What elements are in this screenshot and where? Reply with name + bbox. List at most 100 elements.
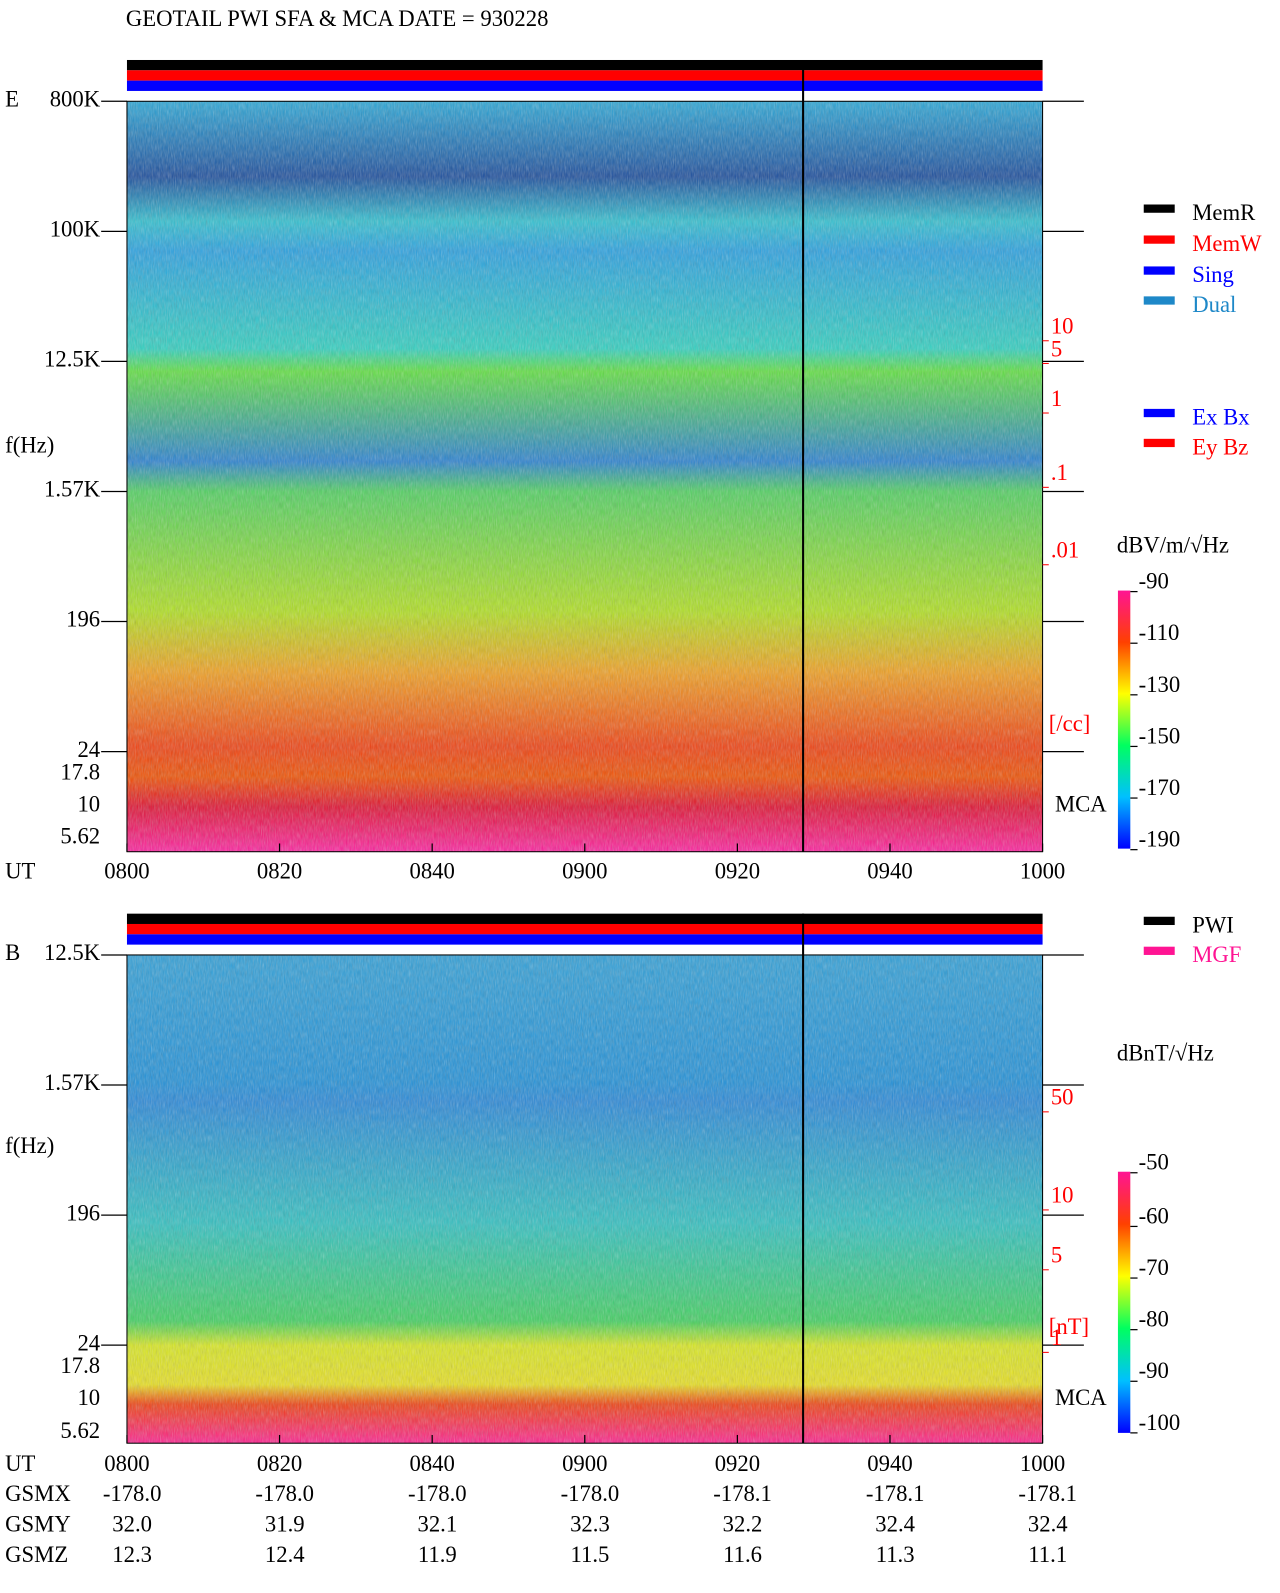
legend-label: Dual	[1192, 292, 1236, 317]
legend-label: PWI	[1192, 912, 1234, 937]
x-tick-label: 0940	[867, 1451, 912, 1476]
y-axis-label: f(Hz)	[5, 432, 54, 457]
colorbar-tick-label: -50	[1139, 1150, 1169, 1175]
colorbar-tick-label: -190	[1139, 827, 1181, 852]
colorbar-tick-label: -90	[1139, 569, 1169, 594]
density-unit: [/cc]	[1049, 711, 1091, 736]
title: GEOTAIL PWI SFA & MCA DATE = 930228	[126, 6, 549, 31]
x-tick-label: 0820	[257, 859, 302, 884]
panel-label: B	[5, 940, 20, 965]
orbit-value: 32.1	[417, 1512, 457, 1537]
orbit-value: 11.6	[723, 1542, 762, 1567]
status-bar	[126, 934, 1043, 945]
x-tick-label: 0940	[867, 859, 912, 884]
y-tick-label: 800K	[50, 86, 101, 111]
colorbar-unit: dBnT/√Hz	[1117, 1040, 1214, 1065]
orbit-value: 32.4	[1028, 1512, 1068, 1537]
legend-swatch	[1143, 204, 1175, 213]
status-bar	[126, 923, 1043, 935]
y-tick-label: 196	[66, 607, 100, 632]
colorbar-tick-label: -80	[1139, 1307, 1169, 1332]
y-tick-label: 17.8	[60, 760, 100, 785]
colorbar-tick-label: -70	[1139, 1255, 1169, 1280]
spectrogram-texture	[126, 954, 1043, 1444]
legend-label: MemR	[1192, 200, 1256, 225]
y-tick-label: 5.62	[60, 1418, 100, 1443]
y-tick-label: 1.57K	[44, 1070, 101, 1095]
x-axis-label: UT	[5, 859, 35, 884]
x-tick-label: 1000	[1020, 1451, 1065, 1476]
orbit-value: 12.4	[265, 1542, 305, 1567]
legend-label: MemW	[1192, 231, 1262, 256]
density-unit: [nT]	[1049, 1314, 1089, 1339]
x-tick-label: 0920	[715, 859, 760, 884]
orbit-label: GSMZ	[5, 1542, 68, 1567]
orbit-value: 11.3	[876, 1542, 915, 1567]
x-tick-label: 0800	[104, 1451, 149, 1476]
legend-swatch	[1143, 916, 1175, 926]
colorbar-tick-label: -100	[1139, 1410, 1181, 1435]
orbit-value: -178.0	[103, 1481, 162, 1506]
colorbar-tick-label: -130	[1139, 672, 1181, 697]
density-tick-label: 5	[1051, 1243, 1062, 1268]
y-tick-label: 196	[66, 1200, 100, 1225]
orbit-value: -178.1	[1018, 1481, 1077, 1506]
mca-label: MCA	[1055, 1385, 1107, 1410]
status-bar	[126, 80, 1043, 91]
x-tick-label: 1000	[1020, 859, 1065, 884]
status-bar	[126, 913, 1043, 924]
colorbar-tick-label: -90	[1139, 1358, 1169, 1383]
status-bar	[126, 59, 1043, 71]
legend-swatch	[1143, 438, 1175, 448]
orbit-value: -178.1	[713, 1481, 772, 1506]
y-tick-label: 10	[77, 792, 100, 817]
colorbar-tick-label: -170	[1139, 775, 1181, 800]
colorbar-unit: dBV/m/√Hz	[1117, 532, 1229, 557]
density-tick-label: 1	[1051, 386, 1062, 411]
y-tick-label: 17.8	[60, 1353, 100, 1378]
orbit-value: -178.0	[408, 1481, 467, 1506]
y-tick-label: 1.57K	[44, 477, 101, 502]
colorbar-tick-label: -110	[1139, 620, 1180, 645]
colorbar	[1117, 1171, 1131, 1433]
legend-swatch	[1143, 408, 1175, 418]
y-tick-label: 5.62	[60, 824, 100, 849]
density-tick-label: 50	[1051, 1085, 1074, 1110]
legend-swatch	[1143, 296, 1175, 305]
x-tick-label: 0920	[715, 1451, 760, 1476]
legend-swatch	[1143, 946, 1175, 955]
density-tick-label: 5	[1051, 336, 1062, 361]
mca-label: MCA	[1055, 792, 1107, 817]
x-tick-label: 0820	[257, 1451, 302, 1476]
x-tick-label: 0840	[409, 1451, 454, 1476]
orbit-value: 11.1	[1028, 1542, 1067, 1567]
y-axis-label: f(Hz)	[5, 1133, 54, 1158]
colorbar	[1117, 590, 1131, 849]
legend-label: Ex Bx	[1192, 404, 1250, 429]
orbit-value: -178.1	[866, 1481, 925, 1506]
y-tick-label: 100K	[50, 217, 101, 242]
orbit-value: -178.0	[255, 1481, 314, 1506]
orbit-value: 11.9	[418, 1542, 457, 1567]
x-tick-label: 0900	[562, 859, 607, 884]
panel-label: E	[5, 86, 19, 111]
y-tick-label: 12.5K	[44, 940, 101, 965]
colorbar-tick-label: -60	[1139, 1203, 1169, 1228]
orbit-value: 12.3	[112, 1542, 152, 1567]
orbit-value: 32.2	[723, 1512, 763, 1537]
density-tick-label: 10	[1051, 314, 1074, 339]
orbit-value: 31.9	[265, 1512, 305, 1537]
spectrogram-texture	[126, 101, 1043, 852]
y-tick-label: 24	[77, 737, 100, 762]
orbit-value: 11.5	[570, 1542, 609, 1567]
legend-swatch	[1143, 235, 1175, 244]
x-tick-label: 0800	[104, 859, 149, 884]
orbit-label: GSMX	[5, 1481, 71, 1506]
x-axis-label: UT	[5, 1451, 35, 1476]
status-bar	[126, 70, 1043, 81]
orbit-value: 32.0	[112, 1512, 152, 1537]
orbit-value: -178.0	[561, 1481, 620, 1506]
density-tick-label: .01	[1051, 538, 1079, 563]
density-tick-label: 1	[1051, 1325, 1062, 1350]
